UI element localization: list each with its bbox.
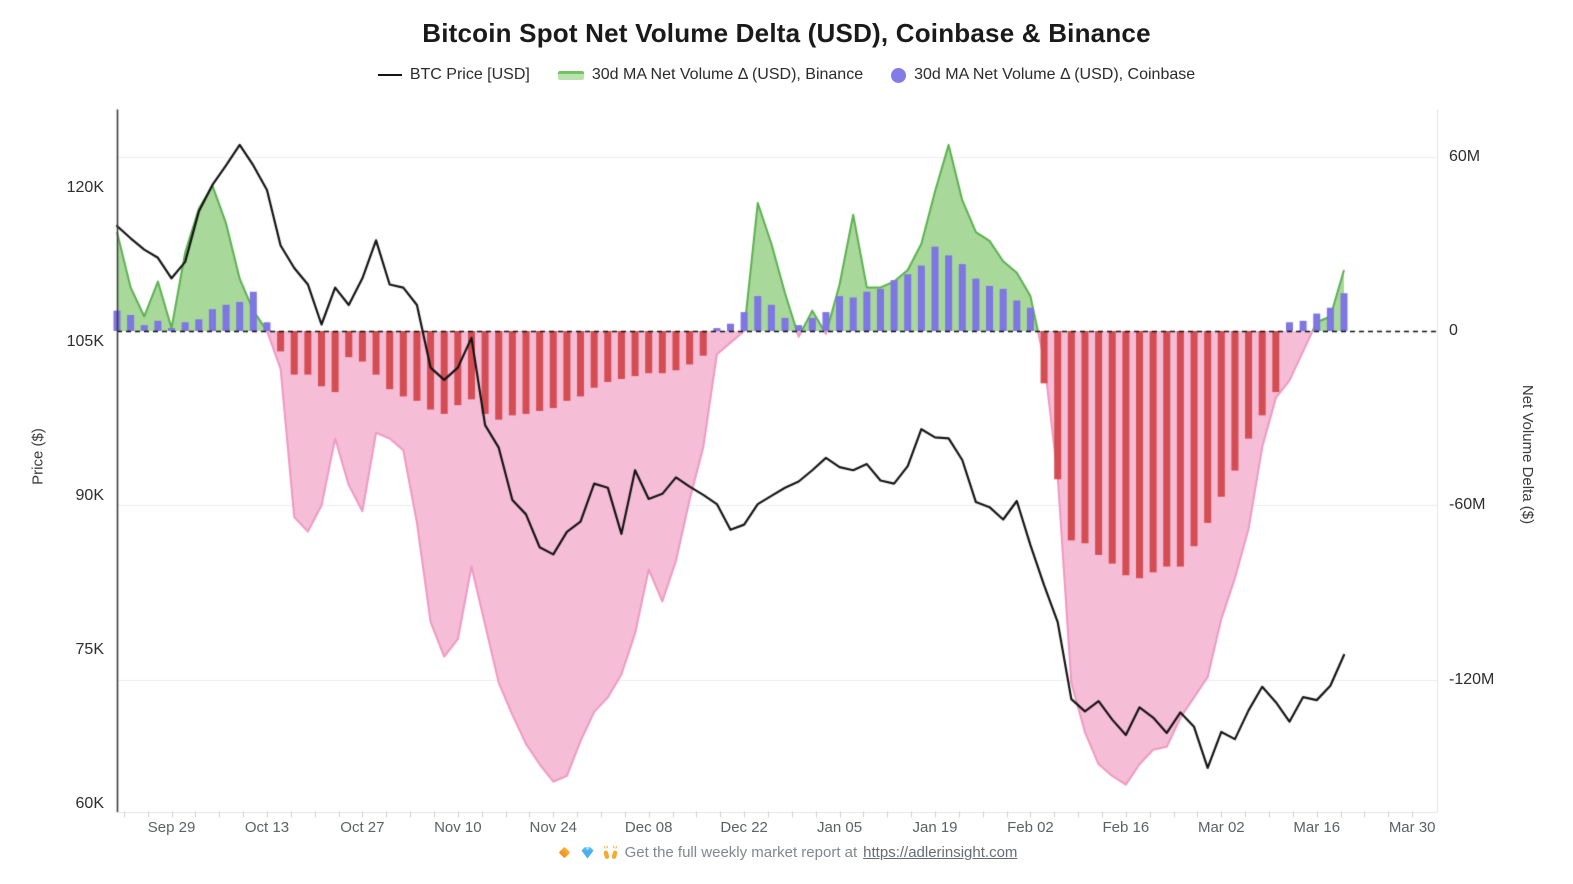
y-tick-label-left: 75K xyxy=(75,640,104,658)
y-tick-label-right: -120M xyxy=(1449,670,1495,688)
x-tick-label: Sep 29 xyxy=(147,819,196,836)
footer-text: Get the full weekly market report at xyxy=(624,844,858,861)
footer-link[interactable]: https://adlerinsight.com xyxy=(863,844,1018,861)
x-tick-label: Jan 05 xyxy=(817,819,863,836)
x-tick-label: Mar 16 xyxy=(1293,819,1341,836)
y-tick-label-right: 60M xyxy=(1449,147,1481,165)
line-swatch-icon xyxy=(377,73,402,77)
legend: BTC Price [USD] 30d MA Net Volume Δ (USD… xyxy=(0,66,1573,84)
legend-label: BTC Price [USD] xyxy=(409,66,530,83)
footer: Get the full weekly market report at htt… xyxy=(0,844,1573,861)
y-tick-label-left: 120K xyxy=(66,179,104,196)
x-tick-label: Oct 27 xyxy=(340,819,385,836)
legend-item-coinbase-volume[interactable]: 30d MA Net Volume Δ (USD), Coinbase xyxy=(891,66,1195,84)
y-tick-label-right: 0 xyxy=(1449,322,1458,339)
orange-diamond-icon xyxy=(556,844,573,861)
y-axis-right-title: Net Volume Delta ($) xyxy=(1519,384,1536,525)
y-tick-label-right: -60M xyxy=(1449,496,1486,514)
x-tick-label: Jan 19 xyxy=(912,819,958,836)
x-tick-label: Feb 16 xyxy=(1102,819,1150,836)
x-tick-label: Mar 30 xyxy=(1388,819,1436,836)
legend-item-binance-volume[interactable]: 30d MA Net Volume Δ (USD), Binance xyxy=(557,66,864,84)
legend-item-btc-price[interactable]: BTC Price [USD] xyxy=(377,66,530,84)
x-tick-label: Nov 24 xyxy=(529,819,578,836)
legend-label: 30d MA Net Volume Δ (USD), Binance xyxy=(591,66,864,83)
raising-hands-icon xyxy=(602,844,619,861)
x-tick-label: Dec 22 xyxy=(720,819,768,836)
x-tick-label: Mar 02 xyxy=(1197,819,1245,836)
y-tick-label-left: 60K xyxy=(75,794,104,812)
x-tick-label: Feb 02 xyxy=(1007,819,1054,836)
y-tick-label-left: 90K xyxy=(75,486,104,504)
chart-title: Bitcoin Spot Net Volume Delta (USD), Coi… xyxy=(422,18,1151,48)
x-tick-label: Oct 13 xyxy=(244,819,290,836)
circle-swatch-icon xyxy=(891,67,907,83)
y-tick-label-left: 105K xyxy=(66,332,104,350)
y-axis-left-title: Price ($) xyxy=(29,428,47,485)
area-swatch-icon xyxy=(557,70,584,80)
x-tick-label: Dec 08 xyxy=(624,819,673,836)
gem-icon xyxy=(579,844,596,861)
legend-label: 30d MA Net Volume Δ (USD), Coinbase xyxy=(914,66,1196,83)
x-tick-label: Nov 10 xyxy=(434,819,482,836)
